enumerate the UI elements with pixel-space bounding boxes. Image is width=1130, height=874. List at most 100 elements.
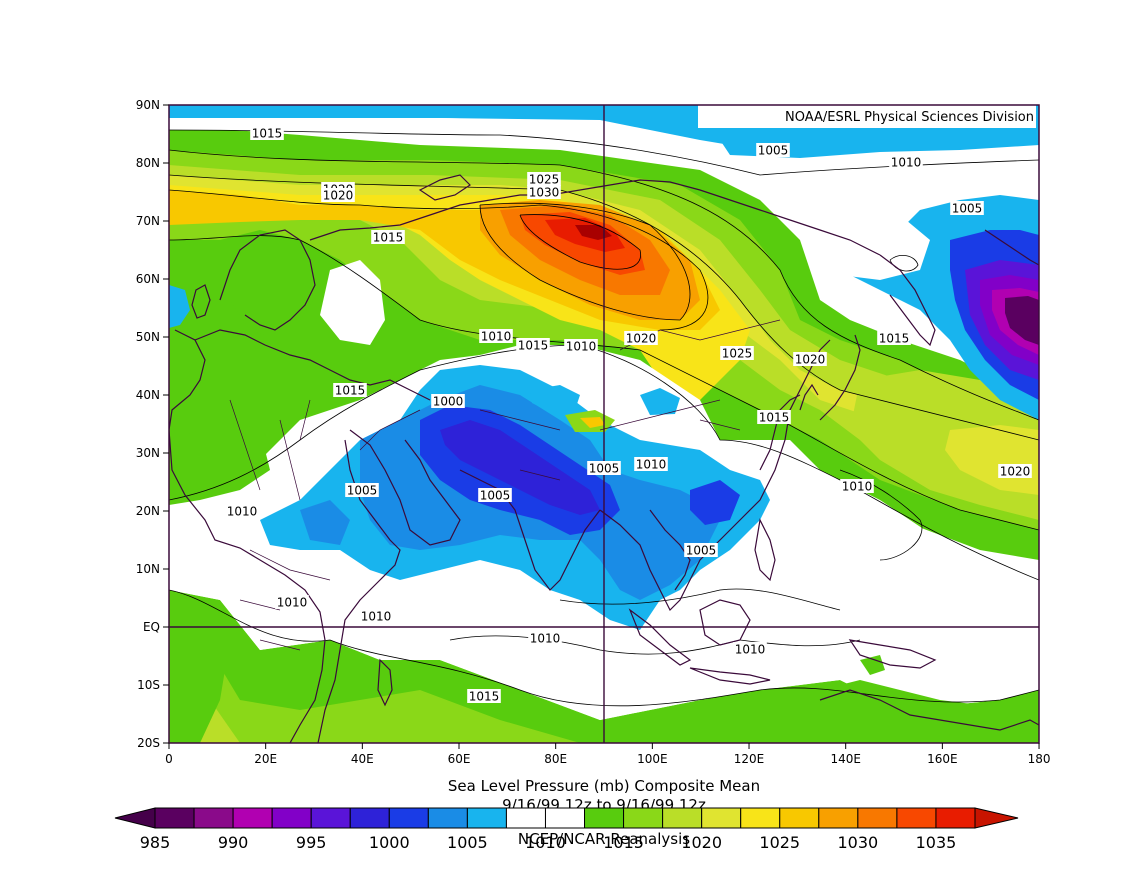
colorbar-swatch <box>623 807 664 829</box>
colorbar-tick-label: 990 <box>218 833 249 852</box>
colorbar-tick-label: 985 <box>140 833 171 852</box>
svg-text:1015: 1015 <box>373 231 404 245</box>
novaya-zemlya-coastline <box>418 174 471 201</box>
svg-text:1005: 1005 <box>480 489 511 503</box>
svg-text:1015: 1015 <box>879 332 910 346</box>
contour-label: 1010 <box>634 457 668 472</box>
svg-text:1005: 1005 <box>758 144 789 158</box>
newguinea-coastline <box>848 639 937 669</box>
contour-label: 1025 <box>720 346 754 361</box>
contour-label: 1000 <box>431 394 465 409</box>
svg-text:1025: 1025 <box>722 347 753 361</box>
colorbar-swatch <box>271 807 312 829</box>
contour-label: 1005 <box>478 488 512 503</box>
contour-label: 1010 <box>528 631 562 646</box>
colorbar-swatch <box>857 807 898 829</box>
colorbar-swatch <box>388 807 429 829</box>
colorbar-swatch <box>896 807 937 829</box>
africa-coastline <box>169 329 326 743</box>
contour-label: 1020 <box>793 352 827 367</box>
colorbar-max-arrow <box>974 807 1019 829</box>
svg-text:1015: 1015 <box>518 339 549 353</box>
lat-tick-label: 60N <box>136 272 160 286</box>
lat-tick-label: 20N <box>136 504 160 518</box>
africa-green-sw <box>169 590 230 743</box>
map-panel: NOAA/ESRL Physical Sciences Division 101… <box>169 105 1039 743</box>
caption-title: Sea Level Pressure (mb) Composite Mean <box>448 777 760 795</box>
colorbar-swatch <box>154 807 195 829</box>
lon-tick-label: 60E <box>448 752 471 766</box>
arabia-coastline <box>349 429 461 546</box>
uk-coastline <box>191 284 211 319</box>
svg-text:1020: 1020 <box>1000 465 1031 479</box>
svg-text:1010: 1010 <box>842 480 873 494</box>
colorbar-swatch <box>349 807 390 829</box>
contour-label: 1010 <box>479 329 513 344</box>
africa-green <box>169 420 270 505</box>
contour-label: 1020 <box>624 331 658 346</box>
contour-label: 1015 <box>516 338 550 353</box>
longitude-axis: 0 20E 40E 60E 80E 100E 120E 140E 160E 180 <box>165 743 1050 766</box>
kamchatka-coastline <box>879 254 936 347</box>
contour-label: 1010 <box>225 504 259 519</box>
lat-tick-label: EQ <box>143 620 160 634</box>
contour-label: 1020 <box>998 464 1032 479</box>
colorbar-swatch <box>662 807 703 829</box>
svg-text:1010: 1010 <box>566 340 597 354</box>
aleutian-low-core <box>1005 296 1039 345</box>
lat-tick-label: 90N <box>136 98 160 112</box>
contour-label: 1010 <box>359 609 393 624</box>
contour-label: 1015 <box>757 410 791 425</box>
contour-label: 1005 <box>756 143 790 158</box>
lat-tick-label: 10N <box>136 562 160 576</box>
lat-tick-label: 70N <box>136 214 160 228</box>
colorbar-swatch <box>818 807 859 829</box>
contour-label: 1015 <box>371 230 405 245</box>
sumatra-coastline <box>628 608 692 666</box>
latitude-axis: 90N 80N 70N 60N 50N 40N 30N 20N 10N EQ 10S 20S <box>136 98 169 750</box>
colorbar-swatch <box>466 807 507 829</box>
svg-text:1015: 1015 <box>335 384 366 398</box>
lon-tick-label: 0 <box>165 752 173 766</box>
contour-label: 1010 <box>275 595 309 610</box>
borneo-coastline <box>699 599 751 646</box>
country-borders <box>229 319 781 651</box>
svg-text:1030: 1030 <box>529 186 560 200</box>
colorbar-tick-label: 1010 <box>525 833 566 852</box>
colorbar-swatch <box>779 807 820 829</box>
svg-text:1015: 1015 <box>469 690 500 704</box>
southern-high-band-2 <box>169 640 580 743</box>
svg-text:1010: 1010 <box>530 632 561 646</box>
contour-label: 1015 <box>333 383 367 398</box>
svg-text:1015: 1015 <box>759 411 790 425</box>
colorbar-swatch <box>310 807 351 829</box>
lat-tick-label: 30N <box>136 446 160 460</box>
contour-label: 1005 <box>345 483 379 498</box>
scandinavia-green <box>220 235 320 340</box>
colorbar-min-arrow <box>114 807 156 829</box>
svg-text:1010: 1010 <box>277 596 308 610</box>
india-coastline <box>459 469 601 591</box>
tibet-high-core <box>580 417 605 428</box>
colorbar-tick-labels: 985 990 995 1000 1005 1010 1015 1020 1025 1030 103… <box>140 833 957 852</box>
svg-text:1020: 1020 <box>626 332 657 346</box>
contour-label: 1015 <box>250 126 284 141</box>
lat-tick-label: 50N <box>136 330 160 344</box>
colorbar-tick-label: 1005 <box>447 833 488 852</box>
svg-text:1005: 1005 <box>686 544 717 558</box>
caption-source: NCEP/NCAR Reanalysis <box>518 830 690 848</box>
lon-tick-label: 100E <box>637 752 668 766</box>
philippines-coastline <box>754 518 776 582</box>
contour-label: 1005 <box>684 543 718 558</box>
colorbar-tick-label: 995 <box>296 833 327 852</box>
monsoon-low-indigo <box>440 420 600 515</box>
lat-tick-label: 20S <box>137 736 160 750</box>
contour-label: 1005 <box>950 201 984 216</box>
scandinavia-coastline <box>219 229 316 331</box>
colorbar-tick-label: 1025 <box>759 833 800 852</box>
colorbar-swatch <box>740 807 781 829</box>
contour-labels: 1015 1020 1020 1025 1030 1005 1010 1005 1015 1010… <box>225 126 1032 704</box>
svg-text:1010: 1010 <box>891 156 922 170</box>
colorbar-tick-label: 1035 <box>916 833 957 852</box>
